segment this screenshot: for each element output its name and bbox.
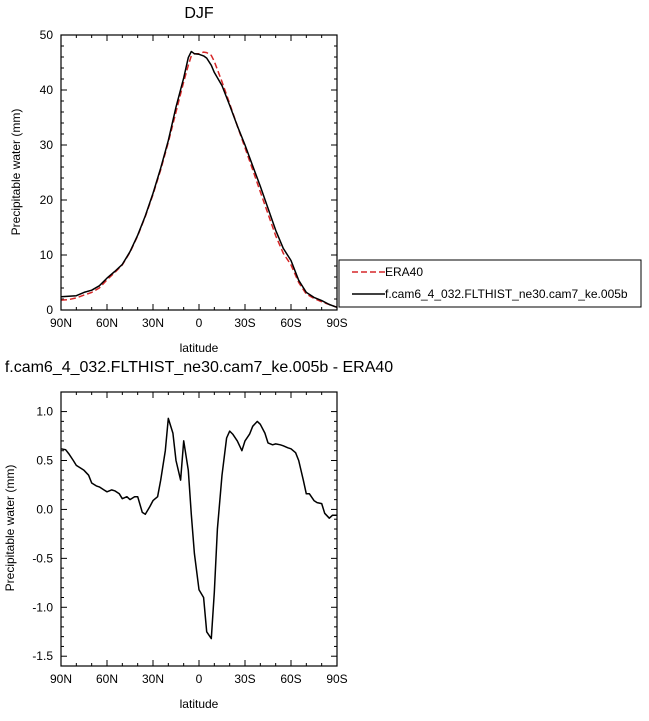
bottom-y-tick-label: -1.5 — [32, 649, 53, 663]
bottom-chart-plot-frame — [60, 391, 338, 667]
top-y-tick-label: 40 — [40, 83, 54, 97]
bottom-chart-ticks: 90N 60N 30N 0 30S 60S 90S 1.0 0.5 0.0 -0.5 -1.0 -1.5 — [32, 392, 348, 686]
bottom-x-tick-label: 60N — [96, 672, 118, 686]
top-x-tick-label: 30N — [142, 316, 164, 330]
top-x-tick-label: 0 — [196, 316, 203, 330]
top-y-tick-label: 20 — [40, 193, 54, 207]
top-chart-series-group — [60, 50, 338, 309]
top-x-tick-label: 60S — [280, 316, 301, 330]
top-y-tick-label: 50 — [40, 28, 54, 42]
bottom-y-tick-label: 0.0 — [36, 502, 53, 516]
legend: ERA40 f.cam6_4_032.FLTHIST_ne30.cam7_ke.… — [338, 259, 642, 308]
bottom-y-tick-label: -1.0 — [32, 600, 53, 614]
top-chart-plot-frame — [60, 34, 338, 311]
legend-label-model: f.cam6_4_032.FLTHIST_ne30.cam7_ke.005b — [385, 287, 628, 301]
top-x-tick-label: 30S — [234, 316, 255, 330]
top-chart-x-axis-label: latitude — [180, 341, 219, 355]
legend-label-era40: ERA40 — [385, 265, 423, 279]
bottom-x-tick-label: 60S — [280, 672, 301, 686]
top-chart-title: DJF — [184, 5, 214, 22]
bottom-series-line-0 — [60, 417, 337, 640]
top-series-line-0 — [60, 51, 338, 309]
top-y-tick-label: 10 — [40, 248, 54, 262]
bottom-chart-x-axis-label: latitude — [180, 697, 219, 711]
top-chart: DJF latitude Precipitable water (mm) 90N… — [9, 5, 348, 355]
top-series-line-1 — [60, 50, 338, 309]
bottom-y-tick-label: -0.5 — [32, 551, 53, 565]
bottom-y-tick-label: 0.5 — [36, 454, 53, 468]
top-x-tick-label: 90S — [326, 316, 347, 330]
bottom-chart-y-axis-label: Precipitable water (mm) — [3, 465, 17, 592]
legend-box — [338, 259, 642, 308]
top-x-tick-label: 60N — [96, 316, 118, 330]
bottom-x-tick-label: 90S — [326, 672, 347, 686]
top-chart-ticks: 90N 60N 30N 0 30S 60S 90S 0 10 20 30 40 50 — [40, 28, 348, 330]
top-x-tick-label: 90N — [50, 316, 72, 330]
bottom-y-tick-label: 1.0 — [36, 405, 53, 419]
bottom-chart: f.cam6_4_032.FLTHIST_ne30.cam7_ke.005b -… — [3, 359, 393, 711]
top-y-tick-label: 0 — [46, 303, 53, 317]
bottom-x-tick-label: 0 — [196, 672, 203, 686]
bottom-x-tick-label: 30S — [234, 672, 255, 686]
bottom-chart-series-group — [60, 417, 337, 640]
top-chart-y-axis-label: Precipitable water (mm) — [9, 109, 23, 236]
bottom-x-tick-label: 30N — [142, 672, 164, 686]
bottom-chart-title: f.cam6_4_032.FLTHIST_ne30.cam7_ke.005b -… — [5, 359, 393, 376]
top-y-tick-label: 30 — [40, 138, 54, 152]
bottom-x-tick-label: 90N — [50, 672, 72, 686]
